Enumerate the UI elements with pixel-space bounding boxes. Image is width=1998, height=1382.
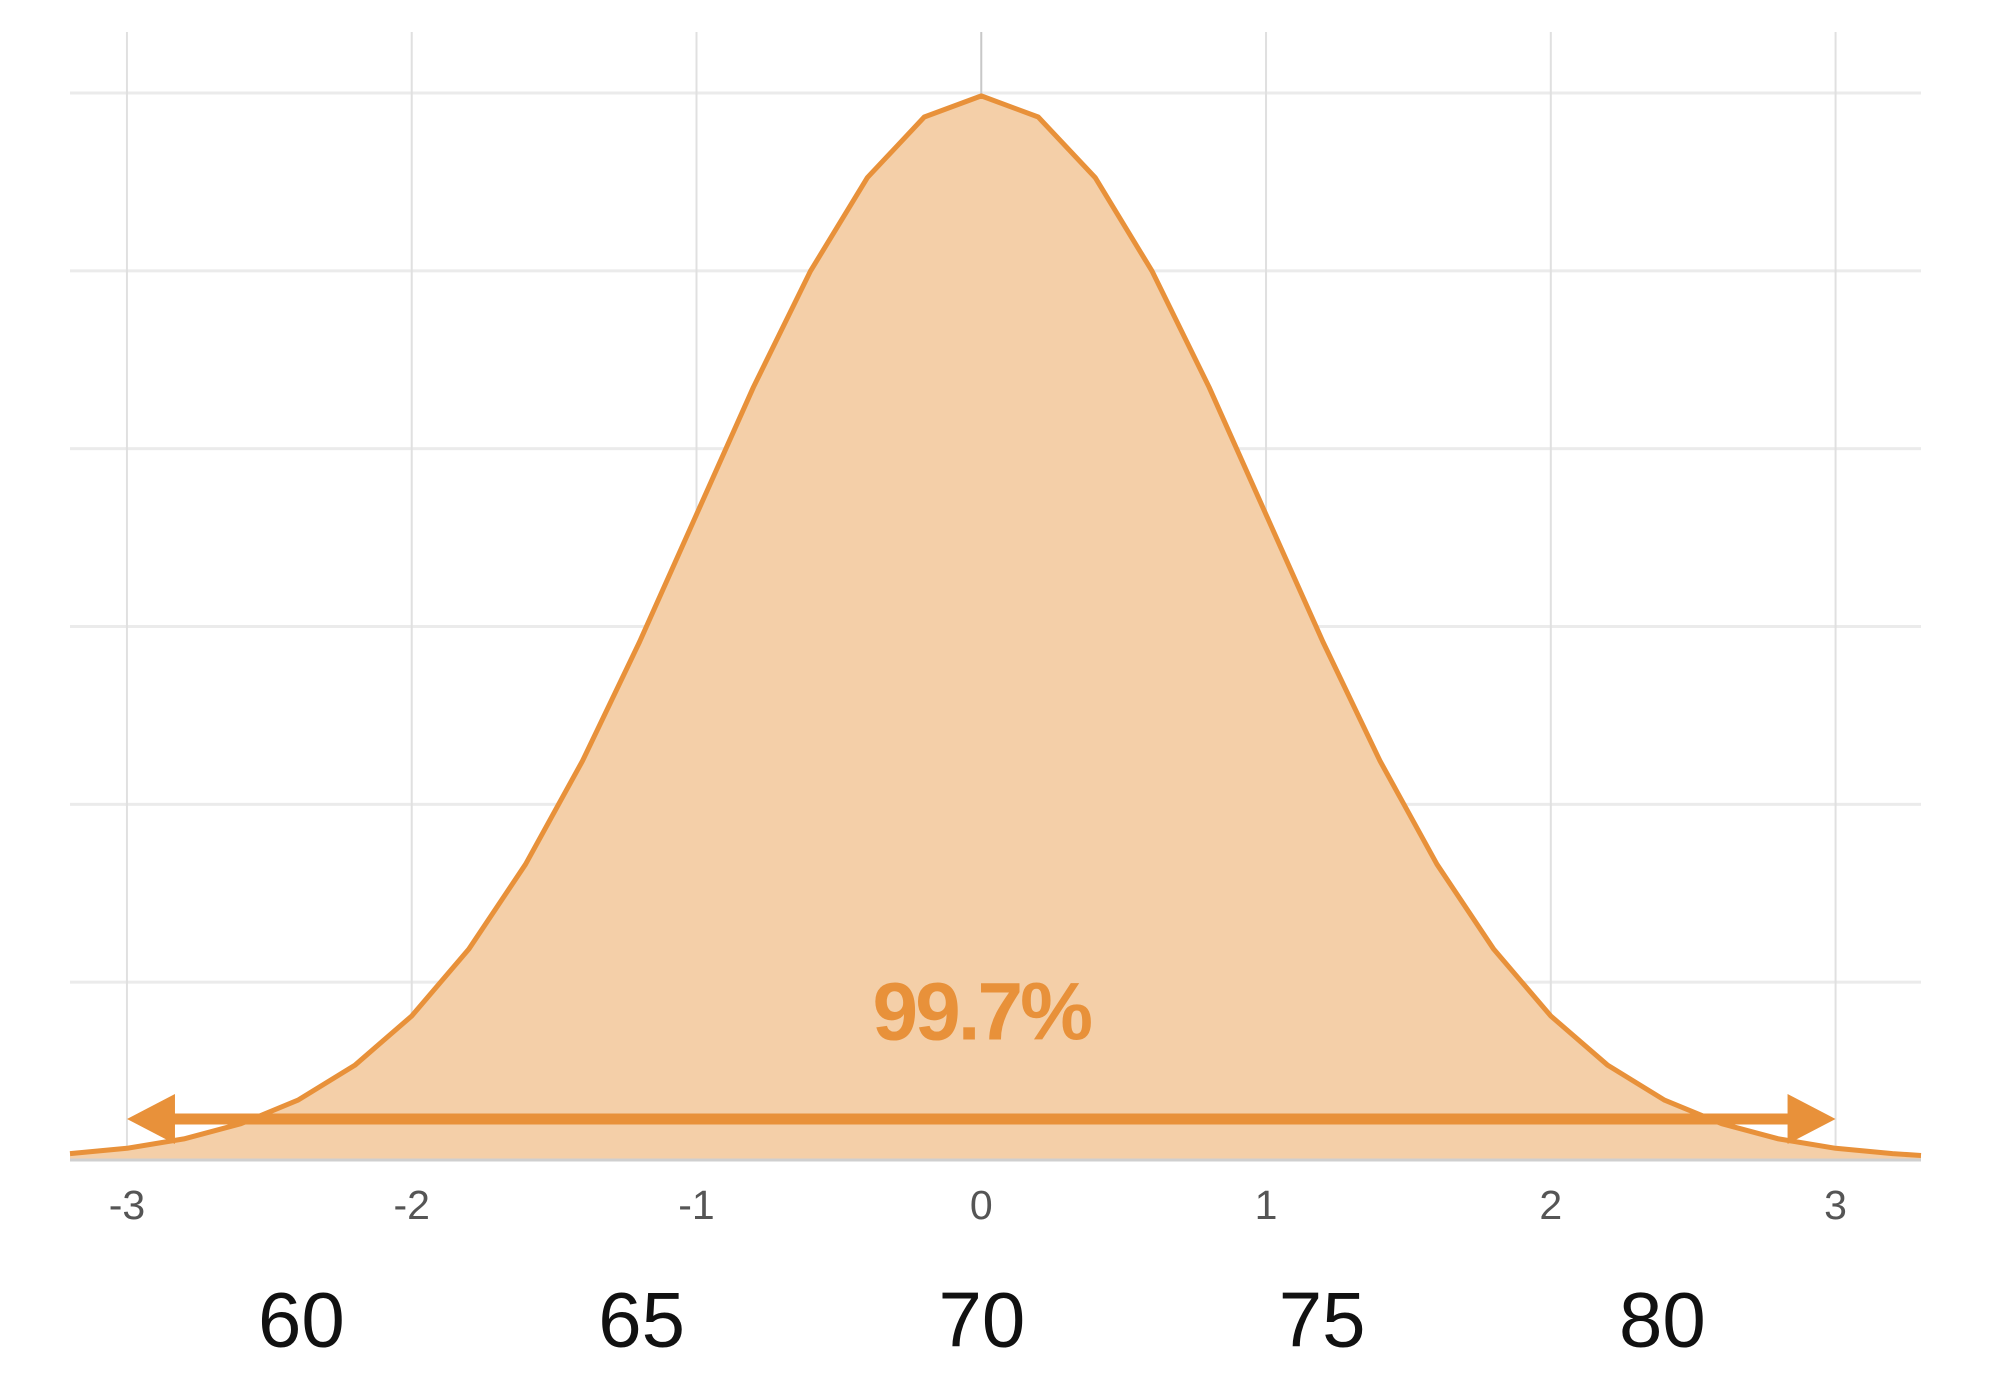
- x2-tick-label: 70: [939, 1276, 1026, 1364]
- x-tick-label: -1: [678, 1182, 714, 1228]
- arrow-head: [126, 1094, 175, 1144]
- x-tick-label: 1: [1255, 1182, 1278, 1228]
- annotation-label: 99.7%: [873, 967, 1092, 1058]
- x2-tick-label: 60: [258, 1276, 345, 1364]
- x2-tick-label: 75: [1279, 1276, 1366, 1364]
- x-tick-label: 0: [970, 1182, 993, 1228]
- arrow-head: [1787, 1094, 1836, 1144]
- x-tick-label: -3: [109, 1182, 145, 1228]
- x2-tick-label: 80: [1619, 1276, 1706, 1364]
- area-fill: [70, 95, 1921, 1160]
- area-line: [69, 93, 1922, 1158]
- x-tick-label: -2: [393, 1182, 429, 1228]
- x-tick-label: 3: [1824, 1182, 1847, 1228]
- x2-tick-label: 65: [598, 1276, 685, 1364]
- x-tick-label: 2: [1539, 1182, 1562, 1228]
